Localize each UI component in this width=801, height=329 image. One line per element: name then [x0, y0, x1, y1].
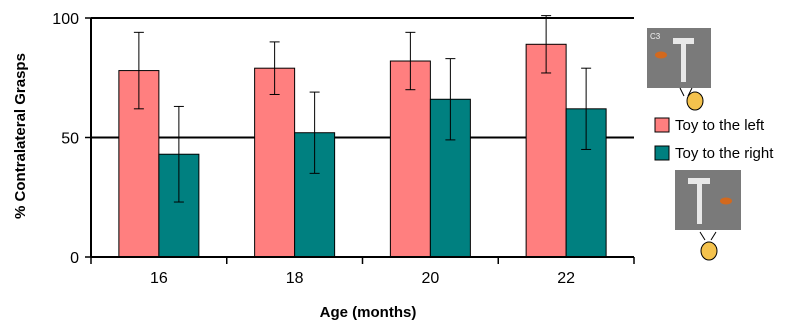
axes — [85, 17, 635, 264]
bar-left-18 — [254, 67, 296, 258]
x-tick-label: 18 — [286, 270, 304, 287]
x-tick-label: 16 — [150, 270, 168, 287]
bar-left-22 — [525, 43, 567, 258]
inset-top-label: C3 — [650, 32, 661, 41]
orange-toy-icon — [655, 51, 667, 59]
legend-label-right: Toy to the right — [675, 145, 774, 162]
legend-swatch-left — [654, 117, 670, 133]
x-tick-labels: 16 18 20 22 — [150, 270, 575, 287]
bars — [118, 43, 607, 258]
legend: Toy to the left Toy to the right — [654, 117, 774, 162]
x-tick-label: 22 — [557, 270, 575, 287]
inset-bottom — [675, 170, 741, 261]
x-axis-title: Age (months) — [320, 304, 417, 321]
t-handle-icon — [697, 182, 702, 224]
infant-head-icon — [700, 241, 718, 261]
y-tick-label: 0 — [70, 250, 79, 267]
inset-top: C3 — [647, 28, 711, 111]
bar-left-20 — [389, 60, 431, 258]
infant-head-icon — [686, 91, 704, 111]
legend-label-left: Toy to the left — [675, 117, 765, 134]
y-tick-label: 100 — [52, 11, 79, 28]
legend-swatch-right — [654, 145, 670, 161]
y-axis-title: % Contralateral Grasps — [12, 53, 29, 219]
orange-toy-icon — [720, 197, 732, 205]
error-bars — [133, 15, 592, 203]
y-tick-labels: 0 50 100 — [52, 11, 79, 267]
t-handle-icon — [681, 42, 686, 82]
x-tick-label: 20 — [421, 270, 439, 287]
y-tick-label: 50 — [61, 131, 79, 148]
